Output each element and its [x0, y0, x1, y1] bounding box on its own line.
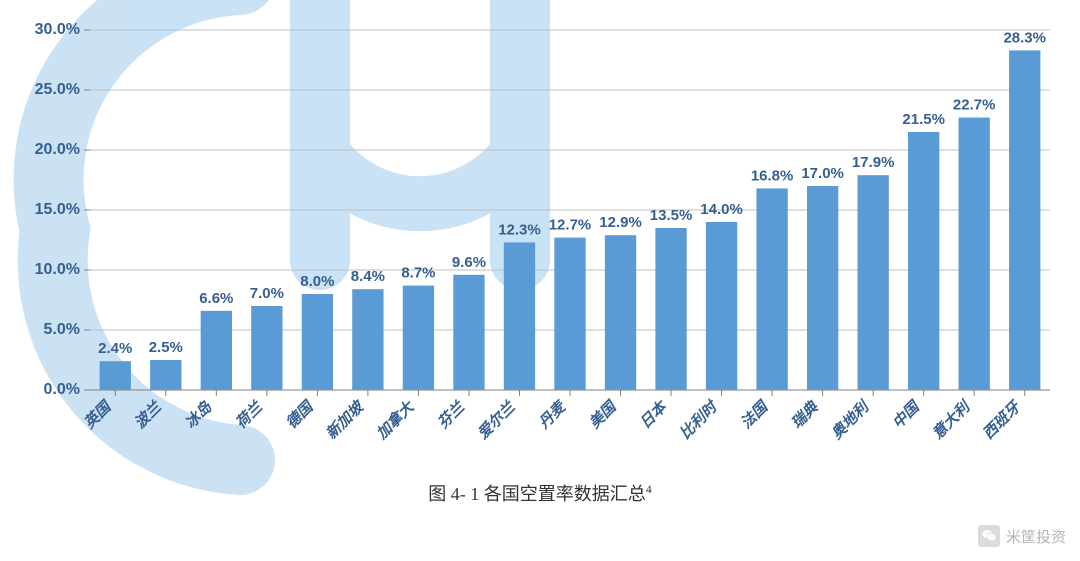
caption-footnote: 4 [646, 482, 652, 496]
bar [1009, 50, 1040, 390]
data-label: 8.7% [401, 265, 435, 282]
bar [554, 238, 585, 390]
bar [706, 222, 737, 390]
x-tick-label: 中国 [889, 397, 924, 432]
bar [857, 175, 888, 390]
data-label: 9.6% [452, 254, 486, 271]
y-tick-label: 5.0% [44, 321, 80, 338]
data-label: 13.5% [650, 207, 693, 224]
bar [605, 235, 636, 390]
data-label: 6.6% [199, 290, 233, 307]
bar [504, 242, 535, 390]
data-label: 2.5% [149, 339, 183, 356]
bar [908, 132, 939, 390]
x-tick-label: 比利时 [677, 397, 723, 443]
x-tick-label: 奥地利 [828, 397, 874, 443]
data-label: 21.5% [902, 111, 945, 128]
chart-caption: 图 4- 1 各国空置率数据汇总4 [0, 480, 1080, 506]
chart-svg: 0.0%5.0%10.0%15.0%20.0%25.0%30.0%2.4%英国2… [0, 0, 1080, 561]
y-tick-label: 30.0% [35, 21, 80, 38]
bar [807, 186, 838, 390]
y-tick-label: 25.0% [35, 81, 80, 98]
data-label: 8.0% [300, 273, 334, 290]
x-tick-label: 丹麦 [535, 397, 570, 432]
x-tick-label: 德国 [283, 397, 318, 432]
bar [453, 275, 484, 390]
data-label: 14.0% [700, 201, 743, 218]
data-label: 22.7% [953, 97, 996, 114]
y-tick-label: 15.0% [35, 201, 80, 218]
chart-container: 0.0%5.0%10.0%15.0%20.0%25.0%30.0%2.4%英国2… [0, 0, 1080, 561]
x-tick-label: 法国 [738, 397, 773, 432]
bar [959, 118, 990, 390]
x-tick-label: 意大利 [928, 396, 975, 443]
bar [352, 289, 383, 390]
data-label: 12.7% [549, 217, 592, 234]
y-tick-label: 20.0% [35, 141, 80, 158]
data-label: 12.9% [599, 214, 642, 231]
data-label: 28.3% [1003, 29, 1046, 46]
x-tick-label: 瑞典 [788, 397, 823, 432]
x-tick-label: 爱尔兰 [474, 397, 519, 442]
bar [302, 294, 333, 390]
x-tick-label: 西班牙 [980, 397, 1025, 442]
data-label: 8.4% [351, 268, 385, 285]
data-label: 16.8% [751, 167, 794, 184]
bar [655, 228, 686, 390]
x-tick-label: 加拿大 [372, 397, 419, 444]
bar [403, 286, 434, 390]
data-label: 17.9% [852, 154, 895, 171]
caption-text: 各国空置率数据汇总 [484, 484, 646, 504]
data-label: 17.0% [801, 165, 844, 182]
y-tick-label: 10.0% [35, 261, 80, 278]
bar [150, 360, 181, 390]
credit-badge: 米筐投资 [978, 525, 1066, 547]
credit-text: 米筐投资 [1006, 526, 1066, 547]
data-label: 7.0% [250, 285, 284, 302]
watermark [49, 0, 520, 460]
bar [756, 188, 787, 390]
x-tick-label: 日本 [637, 397, 672, 432]
data-label: 12.3% [498, 221, 541, 238]
x-tick-label: 新加坡 [322, 396, 369, 443]
x-tick-label: 芬兰 [435, 397, 470, 432]
y-tick-label: 0.0% [44, 381, 80, 398]
caption-prefix: 图 4- 1 [428, 484, 479, 504]
wechat-icon [978, 525, 1000, 547]
bar [251, 306, 282, 390]
data-label: 2.4% [98, 340, 132, 357]
bar [100, 361, 131, 390]
bar [201, 311, 232, 390]
x-tick-label: 美国 [585, 396, 621, 432]
